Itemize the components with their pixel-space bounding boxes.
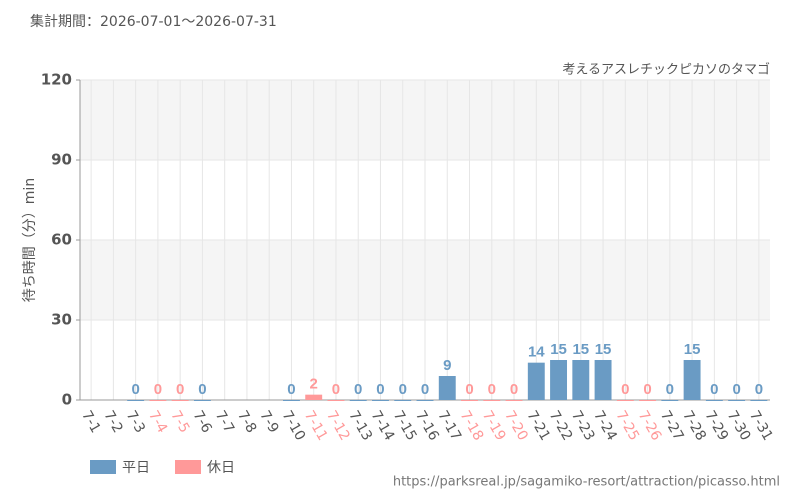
bar [683, 360, 701, 400]
value-label: 2 [310, 376, 318, 393]
value-label: 0 [154, 381, 162, 398]
x-tick-label: 7-9 [256, 408, 281, 436]
bar [527, 362, 545, 400]
y-tick-label: 90 [51, 151, 72, 169]
bar [750, 400, 768, 401]
value-label: 0 [399, 381, 407, 398]
bar [639, 400, 657, 401]
value-label: 0 [755, 381, 763, 398]
y-tick-label: 0 [62, 391, 72, 409]
chart-title: 集計期間：2026-07-01～2026-07-31 [30, 13, 277, 30]
x-tick-label: 7-3 [123, 408, 148, 436]
value-label: 0 [710, 381, 718, 398]
bar [193, 400, 211, 401]
bar [616, 400, 634, 401]
legend-label: 休日 [207, 460, 235, 476]
value-label: 0 [510, 381, 518, 398]
value-label: 0 [332, 381, 340, 398]
value-label: 0 [666, 381, 674, 398]
value-label: 0 [198, 381, 206, 398]
bar [461, 400, 478, 401]
bar [149, 400, 167, 401]
bar [505, 400, 523, 401]
bar [550, 360, 568, 400]
value-label: 15 [572, 341, 589, 358]
bar [394, 400, 412, 401]
bar [483, 400, 501, 401]
value-label: 15 [684, 341, 701, 358]
x-tick-label: 7-7 [212, 408, 237, 436]
bar [594, 360, 612, 400]
legend-swatch [175, 460, 201, 474]
value-label: 0 [732, 381, 740, 398]
bar [372, 400, 389, 401]
legend-label: 平日 [122, 460, 150, 476]
value-label: 0 [287, 381, 295, 398]
bar [572, 360, 590, 400]
value-label: 0 [643, 381, 651, 398]
x-tick-label: 7-1 [78, 408, 103, 436]
value-label: 14 [528, 344, 545, 361]
bar [705, 400, 723, 401]
value-label: 0 [421, 381, 429, 398]
bar [127, 400, 145, 401]
bar [438, 376, 456, 400]
x-tick-label: 7-31 [746, 408, 776, 444]
y-axis-label: 待ち時間（分）min [22, 178, 38, 302]
bar [305, 394, 323, 400]
chart-subtitle: 考えるアスレチックピカソのタマゴ [562, 62, 770, 78]
x-tick-label: 7-4 [145, 408, 170, 436]
value-label: 0 [131, 381, 139, 398]
x-tick-label: 7-2 [100, 408, 125, 436]
bar [349, 400, 367, 401]
value-label: 0 [621, 381, 629, 398]
legend-swatch [90, 460, 116, 474]
x-tick-label: 7-8 [234, 408, 259, 436]
bar [327, 400, 345, 401]
value-label: 0 [176, 381, 184, 398]
value-label: 9 [443, 357, 451, 374]
value-label: 0 [465, 381, 473, 398]
x-tick-label: 7-6 [189, 408, 214, 436]
value-label: 0 [354, 381, 362, 398]
value-label: 15 [550, 341, 567, 358]
y-tick-label: 60 [51, 231, 72, 249]
value-label: 0 [488, 381, 496, 398]
y-tick-label: 120 [41, 71, 72, 89]
bar [282, 400, 300, 401]
bar [728, 400, 746, 401]
bar [171, 400, 189, 401]
value-label: 15 [595, 341, 612, 358]
x-tick-label: 7-5 [167, 408, 192, 436]
value-label: 0 [376, 381, 384, 398]
bar [416, 400, 434, 401]
bar [661, 400, 679, 401]
source-url: https://parksreal.jp/sagamiko-resort/att… [393, 475, 780, 490]
y-tick-label: 30 [51, 311, 72, 329]
